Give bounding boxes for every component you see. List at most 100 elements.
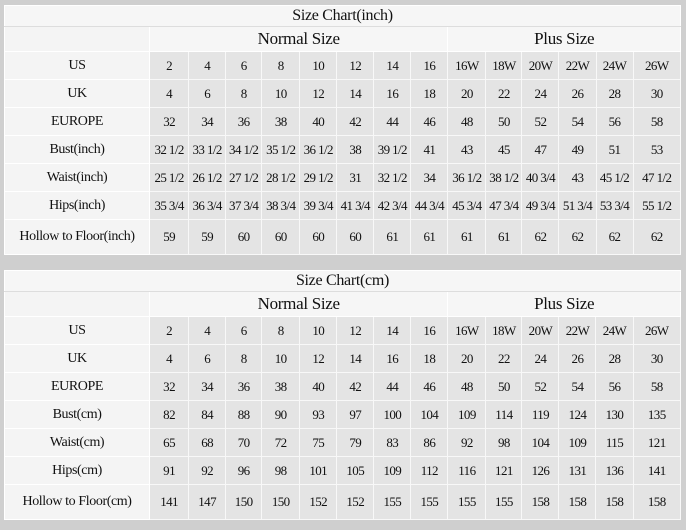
table-cell: 42 3/4 (373, 191, 412, 220)
table-cell: 16W (447, 51, 487, 80)
table-cell: 10 (299, 51, 338, 80)
table-row: Waist(inch) 25 1/2 26 1/2 27 1/2 28 1/2 29 1/… (3, 163, 682, 192)
table-cell: 126 (521, 456, 560, 485)
table-cell: 61 (410, 219, 449, 255)
table-cell: 62 (632, 219, 682, 255)
table-row: Waist(cm) 65 68 70 72 75 79 83 86 92 98 104 109 115 12… (3, 428, 681, 457)
table-cell: 12 (336, 316, 375, 345)
table-cell: 115 (595, 428, 634, 457)
table-cell: 28 (595, 79, 634, 108)
table-cell: 16W (447, 316, 487, 345)
table-cell: 2 (149, 316, 190, 345)
table-cell: 54 (558, 372, 597, 401)
chart-title: Size Chart(cm) (4, 270, 681, 292)
table-cell: 119 (521, 400, 560, 429)
table-cell: 51 (595, 135, 634, 164)
table-cell: 35 1/2 (261, 135, 301, 164)
table-cell: 2 (149, 51, 190, 80)
table-cell: 44 3/4 (410, 191, 449, 220)
table-cell: 22 (485, 79, 523, 108)
table-cell: 36 (225, 107, 263, 136)
table-cell: 4 (188, 316, 227, 345)
table-cell: 40 (299, 107, 338, 136)
table-cell: 46 (410, 107, 449, 136)
table-cell: 60 (336, 219, 375, 255)
blank-cell (3, 291, 151, 317)
table-row: Hollow to Floor(inch) 59 59 60 60 60 60 61 61 61 6… (3, 219, 682, 255)
table-cell: 50 (485, 107, 523, 136)
table-row: UK 4 6 8 10 12 14 16 18 20 22 24 26 28 30 (3, 79, 682, 108)
table-cell: 45 1/2 (595, 163, 634, 192)
table-cell: 26 (558, 79, 597, 108)
table-cell: 61 (447, 219, 487, 255)
table-cell: 47 1/2 (632, 163, 682, 192)
table-cell: 155 (410, 484, 449, 520)
table-cell: 26W (632, 51, 682, 80)
table-cell: 36 (225, 372, 263, 401)
table-cell: 16 (373, 344, 412, 373)
table-cell: 6 (188, 79, 227, 108)
table-cell: 53 (632, 135, 682, 164)
table-cell: 22 (485, 344, 523, 373)
table-cell: 42 (336, 372, 375, 401)
table-cell: 30 (632, 344, 681, 373)
table-cell: 79 (336, 428, 375, 457)
chart-title: Size Chart(inch) (4, 5, 681, 27)
table-cell: 52 (521, 107, 560, 136)
table-cell: 92 (188, 456, 227, 485)
group-normal-size: Normal Size (149, 26, 449, 52)
table-cell: 61 (373, 219, 412, 255)
table-cell: 53 3/4 (595, 191, 634, 220)
table-cell: 38 1/2 (485, 163, 523, 192)
table-cell: 155 (373, 484, 412, 520)
table-cell: 20 (447, 344, 487, 373)
table-cell: 147 (188, 484, 227, 520)
table-cell: 104 (410, 400, 449, 429)
table-cell: 16 (410, 316, 449, 345)
table-cell: 109 (373, 456, 412, 485)
table-cell: 155 (447, 484, 487, 520)
table-cell: 158 (632, 484, 681, 520)
size-table: Size Chart(cm) Normal Size Plus Size US 2 4 6 8… (3, 270, 681, 520)
table-cell: 131 (558, 456, 597, 485)
table-cell: 158 (558, 484, 597, 520)
table-cell: 33 1/2 (188, 135, 227, 164)
table-cell: 43 (447, 135, 487, 164)
row-label: Bust(cm) (3, 400, 151, 429)
table-cell: 130 (595, 400, 634, 429)
table-cell: 35 3/4 (149, 191, 190, 220)
table-cell: 48 (447, 107, 487, 136)
table-cell: 46 (410, 372, 449, 401)
table-row: US 2 4 6 8 10 12 14 16 16W 18W 20W 22W 24W 26W (3, 316, 681, 345)
table-cell: 29 1/2 (299, 163, 338, 192)
table-cell: 158 (595, 484, 634, 520)
table-cell: 136 (595, 456, 634, 485)
table-cell: 32 (149, 107, 190, 136)
row-label: US (3, 51, 151, 80)
table-cell: 98 (485, 428, 523, 457)
table-row: Hips(cm) 91 92 96 98 101 105 109 112 116 121 126 131… (3, 456, 681, 485)
table-cell: 52 (521, 372, 560, 401)
table-cell: 25 1/2 (149, 163, 190, 192)
table-cell: 86 (410, 428, 449, 457)
table-cell: 47 (521, 135, 560, 164)
size-chart-inch: Size Chart(inch) Normal Size Plus Size US 2 4… (3, 5, 682, 255)
table-cell: 22W (558, 316, 597, 345)
table-cell: 155 (485, 484, 523, 520)
table-cell: 12 (336, 51, 375, 80)
table-cell: 62 (558, 219, 597, 255)
table-cell: 54 (558, 107, 597, 136)
table-cell: 37 3/4 (225, 191, 263, 220)
table-cell: 28 (595, 344, 634, 373)
row-label: UK (3, 79, 151, 108)
table-cell: 68 (188, 428, 227, 457)
table-cell: 60 (261, 219, 301, 255)
table-cell: 18W (485, 51, 523, 80)
table-cell: 114 (485, 400, 523, 429)
table-cell: 20W (521, 316, 560, 345)
table-cell: 65 (149, 428, 190, 457)
table-cell: 121 (632, 428, 681, 457)
table-cell: 100 (373, 400, 412, 429)
table-cell: 44 (373, 107, 412, 136)
table-cell: 45 (485, 135, 523, 164)
